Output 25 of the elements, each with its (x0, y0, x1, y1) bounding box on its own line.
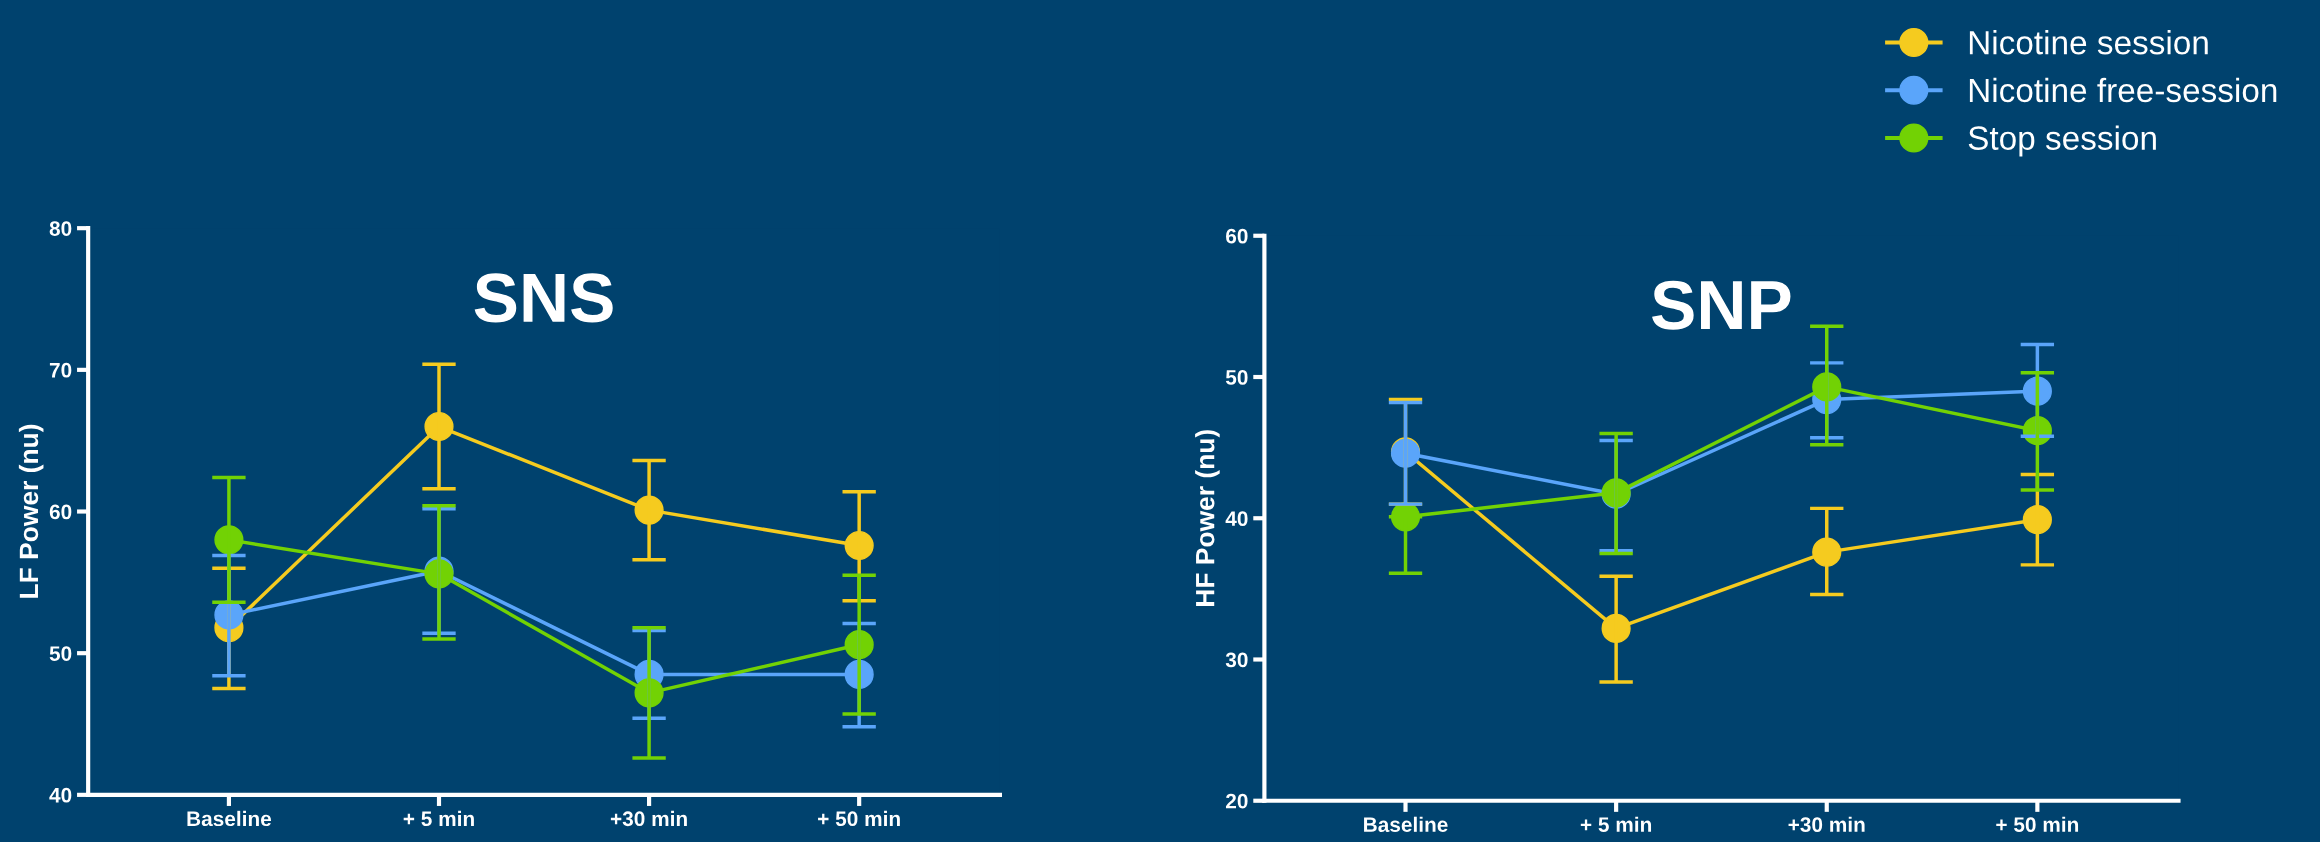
text: SNS (474, 273, 613, 323)
legend-label: Stop session (1968, 125, 2156, 157)
y-tick-label: 50 (49, 646, 72, 661)
y-tick-label: 40 (49, 787, 72, 803)
y-tick-label: 70 (49, 362, 72, 378)
y-tick-label: 60 (49, 504, 72, 520)
x-tick-label: Baseline (187, 810, 272, 827)
legend-label: Nicotine free-session (1969, 77, 2277, 103)
legend-label: Nicotine session (1969, 30, 2208, 55)
x-tick-label: +30 min (610, 810, 687, 827)
y-tick-label: 40 (1225, 511, 1248, 526)
y-tick-label: 60 (1226, 228, 1248, 244)
y-tick-label: 50 (1225, 370, 1248, 385)
text: SNP (1652, 280, 1791, 330)
x-tick-label: + 5 min (1580, 816, 1652, 833)
y-axis-title: HF Power (nu) (1195, 430, 1220, 606)
y-tick-label: 80 (49, 221, 72, 236)
x-tick-label: + 50 min (1996, 816, 2079, 833)
y-axis-title: LF Power (nu) (18, 424, 44, 598)
y-tick-label: 20 (1225, 793, 1248, 809)
y-tick-label: 30 (1225, 652, 1248, 668)
x-tick-label: Baseline (1364, 816, 1448, 833)
x-tick-label: +30 min (1788, 816, 1865, 833)
x-tick-label: + 50 min (818, 810, 900, 827)
x-tick-label: + 5 min (403, 810, 474, 827)
